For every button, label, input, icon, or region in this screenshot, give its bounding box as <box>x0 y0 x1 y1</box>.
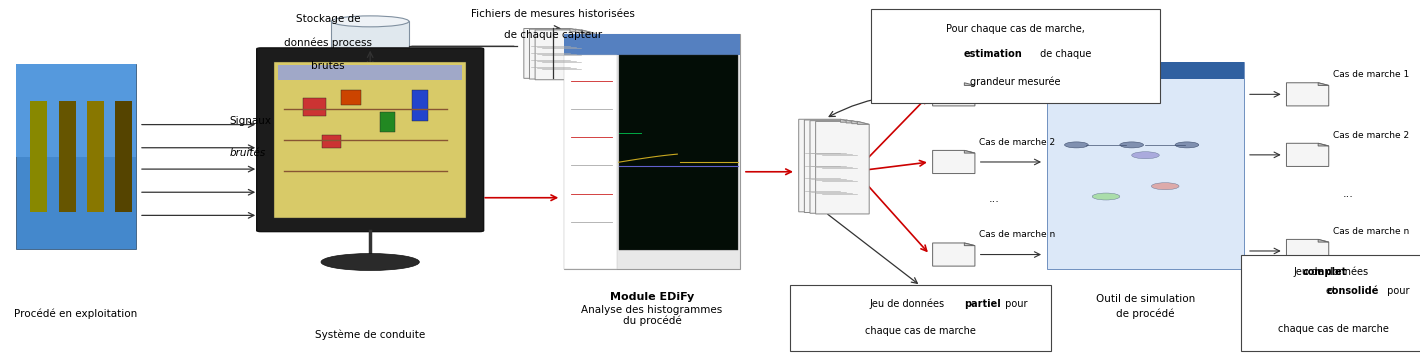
Text: du procédé: du procédé <box>623 315 681 326</box>
Polygon shape <box>810 121 864 213</box>
Polygon shape <box>964 243 975 246</box>
Bar <box>1047 62 1244 79</box>
Polygon shape <box>815 121 870 214</box>
Text: Cas de marche 1: Cas de marche 1 <box>980 70 1055 79</box>
FancyBboxPatch shape <box>16 64 136 249</box>
Text: Outil de simulation: Outil de simulation <box>1095 294 1195 304</box>
Bar <box>618 55 738 250</box>
Polygon shape <box>1287 143 1328 167</box>
Bar <box>323 135 341 148</box>
Text: Pour chaque cas de marche,: Pour chaque cas de marche, <box>945 24 1084 34</box>
Polygon shape <box>530 29 588 79</box>
Polygon shape <box>964 83 975 85</box>
Circle shape <box>1175 142 1198 148</box>
Bar <box>413 90 428 121</box>
Circle shape <box>1092 193 1120 200</box>
Polygon shape <box>1287 240 1328 263</box>
Bar <box>16 64 136 157</box>
Text: Module EDiFy: Module EDiFy <box>610 292 694 302</box>
Text: Cas de marche n: Cas de marche n <box>980 230 1055 240</box>
Text: pour: pour <box>1385 287 1409 297</box>
Polygon shape <box>932 243 975 266</box>
FancyBboxPatch shape <box>564 34 740 269</box>
FancyBboxPatch shape <box>278 65 463 80</box>
Circle shape <box>1064 142 1088 148</box>
Text: Analyse des histogrammes: Analyse des histogrammes <box>581 305 723 315</box>
Polygon shape <box>524 28 583 78</box>
Text: partiel: partiel <box>964 299 1001 309</box>
Polygon shape <box>570 28 583 32</box>
Polygon shape <box>932 83 975 106</box>
Text: chaque cas de marche: chaque cas de marche <box>1278 324 1388 334</box>
FancyBboxPatch shape <box>1241 255 1425 351</box>
Polygon shape <box>932 150 975 173</box>
Text: Cas de marche 2: Cas de marche 2 <box>980 138 1055 147</box>
Text: Cas de marche n: Cas de marche n <box>1332 227 1409 236</box>
Text: Procédé en exploitation: Procédé en exploitation <box>14 308 137 319</box>
FancyBboxPatch shape <box>257 48 484 232</box>
Polygon shape <box>857 121 870 124</box>
Polygon shape <box>1287 83 1328 106</box>
Text: Cas de marche 2: Cas de marche 2 <box>1332 131 1409 140</box>
Text: pour: pour <box>1001 299 1027 309</box>
Ellipse shape <box>331 16 408 27</box>
Polygon shape <box>1318 83 1328 85</box>
Text: données process: données process <box>284 37 371 48</box>
Bar <box>87 101 104 212</box>
Ellipse shape <box>321 253 420 271</box>
FancyBboxPatch shape <box>1047 62 1244 269</box>
Text: consolidé: consolidé <box>1327 287 1379 297</box>
Text: bruités: bruités <box>230 148 266 158</box>
Polygon shape <box>1318 240 1328 242</box>
Text: Signaux: Signaux <box>230 116 271 126</box>
Text: de chaque: de chaque <box>1037 49 1092 59</box>
FancyBboxPatch shape <box>331 21 408 71</box>
Text: Jeu de données: Jeu de données <box>1294 267 1372 277</box>
Bar <box>116 101 131 212</box>
FancyBboxPatch shape <box>871 9 1160 103</box>
FancyBboxPatch shape <box>790 285 1051 351</box>
Bar <box>30 101 47 212</box>
Circle shape <box>1131 152 1160 159</box>
Bar <box>59 101 76 212</box>
Polygon shape <box>581 30 594 33</box>
FancyBboxPatch shape <box>274 62 467 218</box>
Polygon shape <box>536 30 594 80</box>
Text: grandeur mesurée: grandeur mesurée <box>970 76 1061 87</box>
Bar <box>564 55 617 269</box>
Polygon shape <box>1318 143 1328 146</box>
Text: estimation: estimation <box>964 49 1022 59</box>
Polygon shape <box>841 119 853 122</box>
Text: et: et <box>1327 287 1339 297</box>
Text: Jeu de données: Jeu de données <box>870 299 947 309</box>
Polygon shape <box>575 29 588 32</box>
Text: complet: complet <box>1302 267 1347 277</box>
Text: ...: ... <box>1342 189 1354 199</box>
Bar <box>341 90 360 105</box>
Polygon shape <box>851 121 864 124</box>
Text: chaque cas de marche: chaque cas de marche <box>865 326 977 336</box>
Text: de chaque capteur: de chaque capteur <box>504 30 603 40</box>
Circle shape <box>1151 183 1180 190</box>
Circle shape <box>1120 142 1144 148</box>
Bar <box>303 98 326 116</box>
Polygon shape <box>964 150 975 153</box>
Ellipse shape <box>331 66 408 77</box>
Text: Système de conduite: Système de conduite <box>316 329 426 340</box>
Polygon shape <box>847 120 858 123</box>
Text: brutes: brutes <box>311 61 344 70</box>
Text: Fichiers de mesures historisées: Fichiers de mesures historisées <box>471 9 635 19</box>
Text: Stockage de: Stockage de <box>296 14 360 24</box>
Text: Cas de marche 1: Cas de marche 1 <box>1332 70 1409 79</box>
Polygon shape <box>798 119 853 212</box>
Bar <box>380 112 396 132</box>
Bar <box>564 34 740 55</box>
Text: ...: ... <box>990 194 1000 204</box>
Text: de procédé: de procédé <box>1117 308 1175 319</box>
Polygon shape <box>804 120 858 213</box>
